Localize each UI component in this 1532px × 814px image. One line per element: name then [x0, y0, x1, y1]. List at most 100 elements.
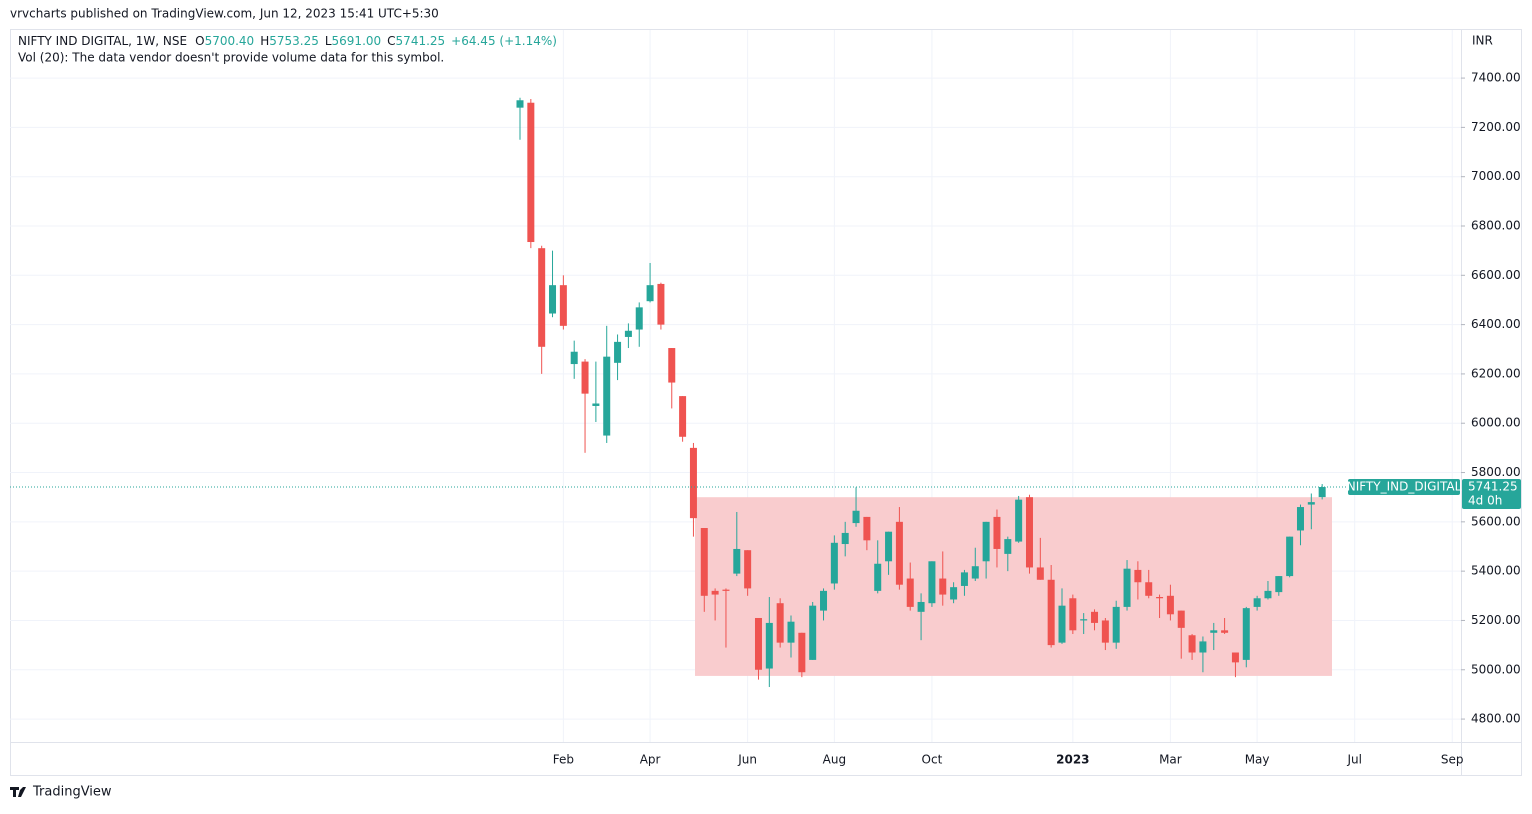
- candle-body: [1275, 576, 1283, 593]
- candle-body: [1025, 497, 1033, 568]
- x-tick-label: 2023: [1056, 753, 1089, 767]
- candle-body: [798, 632, 806, 673]
- candle-body: [1069, 598, 1077, 631]
- x-tick-label: Aug: [823, 753, 846, 767]
- legend-value: 5700.40: [205, 34, 255, 48]
- candle-body: [549, 285, 557, 314]
- candle-body: [960, 572, 968, 586]
- candle-body: [1296, 507, 1304, 531]
- candle-body: [1036, 567, 1044, 580]
- candle-body: [776, 603, 784, 643]
- candle-body: [657, 283, 665, 325]
- candle-body: [700, 528, 708, 596]
- legend-value: 5741.25: [396, 34, 446, 48]
- candle-body: [1166, 595, 1174, 615]
- legend-key: C: [387, 34, 395, 48]
- legend-value: 5753.25: [269, 34, 319, 48]
- candle-body: [592, 403, 600, 406]
- legend-key: O: [195, 34, 204, 48]
- candle-body: [624, 330, 632, 337]
- candle-body: [939, 578, 947, 595]
- candle-body: [982, 521, 990, 562]
- y-tick-label: 7000.00: [1471, 169, 1521, 183]
- candle-body: [1145, 582, 1153, 596]
- candle-body: [538, 248, 546, 347]
- candle-body: [689, 447, 697, 519]
- legend-change: +64.45 (+1.14%): [451, 34, 557, 48]
- candle-body: [1091, 611, 1099, 623]
- x-tick-label: Sep: [1441, 753, 1464, 767]
- candle-body: [863, 516, 871, 541]
- candle-body: [1188, 635, 1196, 653]
- y-tick-label: 7200.00: [1471, 120, 1521, 134]
- candle-body: [679, 396, 687, 437]
- candle-body: [635, 307, 643, 330]
- candle-body: [874, 563, 882, 591]
- candle-body: [841, 532, 849, 545]
- candle-body: [820, 590, 828, 611]
- price-tag-text: 5741.25: [1468, 480, 1518, 494]
- x-tick-label: Apr: [640, 753, 661, 767]
- candle-body: [754, 617, 762, 670]
- x-tick-label: Mar: [1159, 753, 1182, 767]
- y-tick-label: 6200.00: [1471, 366, 1521, 380]
- candle-body: [1004, 539, 1012, 554]
- volume-note: Vol (20): The data vendor doesn't provid…: [18, 51, 444, 65]
- candle-body: [1047, 579, 1055, 646]
- candle-body: [906, 578, 914, 607]
- candle-body: [830, 542, 838, 584]
- candle-body: [668, 348, 676, 383]
- candle-body: [885, 531, 893, 562]
- candle-body: [1210, 630, 1218, 633]
- candle-body: [1101, 620, 1109, 643]
- candle-body: [733, 548, 741, 574]
- candle-body: [1307, 502, 1315, 505]
- candle-body: [917, 601, 925, 612]
- currency: INR: [1472, 34, 1493, 48]
- candle-body: [603, 356, 611, 436]
- candle-body: [1264, 590, 1272, 599]
- candle-body: [950, 587, 958, 600]
- candle-body: [1253, 598, 1261, 607]
- candle-body: [527, 102, 535, 243]
- candle-body: [928, 561, 936, 604]
- candle-body: [744, 550, 752, 589]
- candle-body: [1123, 568, 1131, 607]
- y-tick-label: 6800.00: [1471, 218, 1521, 232]
- candle-body: [1156, 597, 1164, 599]
- candle-body: [1015, 499, 1023, 542]
- y-tick-label: 5800.00: [1471, 465, 1521, 479]
- candle-body: [1286, 536, 1294, 577]
- symbol: NIFTY IND DIGITAL, 1W, NSE: [18, 34, 187, 48]
- y-tick-label: 4800.00: [1471, 712, 1521, 726]
- symbol-tag: [1348, 479, 1460, 496]
- candle-body: [570, 351, 578, 365]
- candle-body: [1112, 606, 1120, 643]
- frame: [10, 29, 1522, 776]
- y-tick-label: 6600.00: [1471, 268, 1521, 282]
- y-tick-label: 5400.00: [1471, 564, 1521, 578]
- candle-body: [559, 285, 567, 326]
- legend-key: L: [325, 34, 332, 48]
- y-tick-label: 5600.00: [1471, 514, 1521, 528]
- candle-body: [711, 590, 719, 595]
- candle-body: [993, 516, 1001, 549]
- legend: NIFTY IND DIGITAL, 1W, NSE O5700.40 H5753.…: [18, 34, 557, 48]
- candle-body: [971, 566, 979, 579]
- publisher: vrvcharts published on TradingView.com, …: [10, 7, 439, 21]
- candle-body: [809, 605, 817, 660]
- candle-body: [787, 621, 795, 643]
- candle-body: [516, 100, 524, 108]
- x-tick-label: Oct: [922, 753, 943, 767]
- y-tick-label: 6000.00: [1471, 416, 1521, 430]
- candle-body: [1242, 608, 1250, 660]
- symbol-tag-text: NIFTY_IND_DIGITAL: [1347, 480, 1462, 494]
- candle-body: [1231, 652, 1239, 663]
- countdown: 4d 0h: [1468, 494, 1502, 508]
- x-tick-label: Jun: [737, 753, 757, 767]
- price-tag: [1462, 479, 1521, 510]
- y-tick-label: 5000.00: [1471, 662, 1521, 676]
- candle-body: [765, 622, 773, 669]
- y-tick-label: 7400.00: [1471, 71, 1521, 85]
